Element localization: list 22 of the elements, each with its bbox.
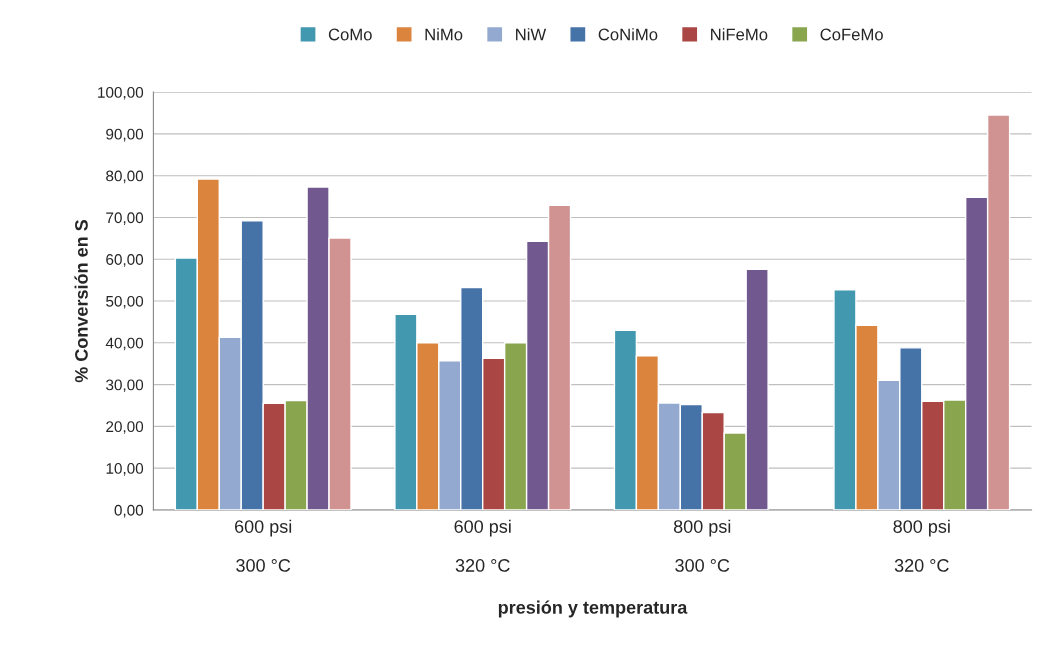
y-tick-label: 100,00 [98, 86, 144, 100]
y-tick-label: 30,00 [106, 379, 144, 393]
category-label: 600 psi 300 °C [234, 519, 292, 572]
y-tick-label: 60,00 [106, 254, 144, 267]
category-label: 800 psi 300 °C [673, 519, 731, 572]
legend-label: CoMo [328, 28, 372, 41]
y-tick-label: 50,00 [106, 295, 144, 309]
category-label: 800 psi 320 °C [893, 519, 950, 572]
y-tick-label: 90,00 [106, 128, 144, 142]
legend-label: NiFeMo [711, 28, 768, 41]
y-tick-label: 0,00 [114, 504, 144, 518]
legend-label: CoFeMo [820, 28, 883, 41]
legend-label: NiMo [425, 28, 463, 41]
y-tick-label: 80,00 [106, 170, 144, 184]
y-tick-label: 10,00 [106, 463, 144, 476]
x-axis-title: presión y temperatura [498, 600, 688, 618]
legend-label: CoNiMo [598, 28, 658, 41]
legend-label: NiW [516, 28, 547, 41]
y-tick-label: 40,00 [105, 337, 144, 351]
y-tick-label: 70,00 [106, 212, 144, 225]
y-axis-title: % Conversión en S [74, 219, 88, 383]
y-tick-label: 20,00 [106, 421, 144, 434]
